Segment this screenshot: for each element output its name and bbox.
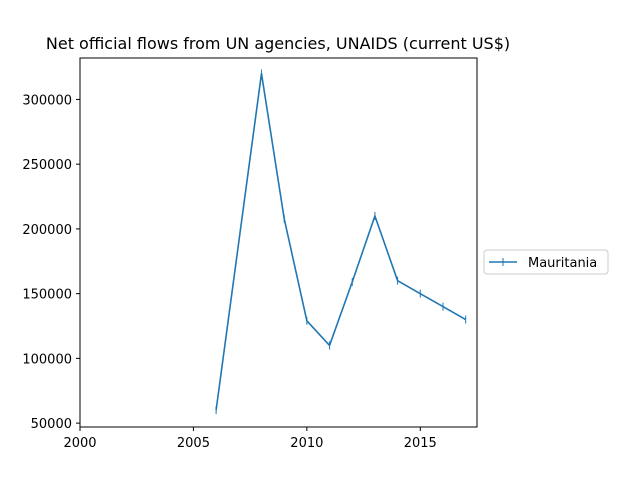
series-line-mauritania (215, 72, 467, 411)
y-axis: 50000 100000 150000 200000 250000 300000 (22, 93, 80, 432)
x-tick-label: 2005 (177, 436, 210, 451)
series-layer (215, 69, 467, 415)
y-tick-label: 100000 (22, 352, 72, 367)
legend-label: Mauritania (528, 256, 597, 271)
y-tick-label: 200000 (22, 223, 72, 238)
y-tick-label: 50000 (31, 417, 72, 432)
legend-box (483, 249, 609, 275)
legend: Mauritania (483, 249, 609, 275)
x-tick-label: 2000 (63, 436, 96, 451)
x-tick-label: 2015 (404, 436, 437, 451)
y-tick-label: 300000 (22, 93, 72, 108)
y-tick-label: 150000 (22, 288, 72, 303)
y-tick-label: 250000 (22, 158, 72, 173)
x-tick-label: 2010 (290, 436, 323, 451)
x-axis: 2000 2005 2010 2015 (63, 427, 437, 451)
plot-area (79, 57, 478, 428)
chart-title: Net official flows from UN agencies, UNA… (46, 34, 510, 53)
